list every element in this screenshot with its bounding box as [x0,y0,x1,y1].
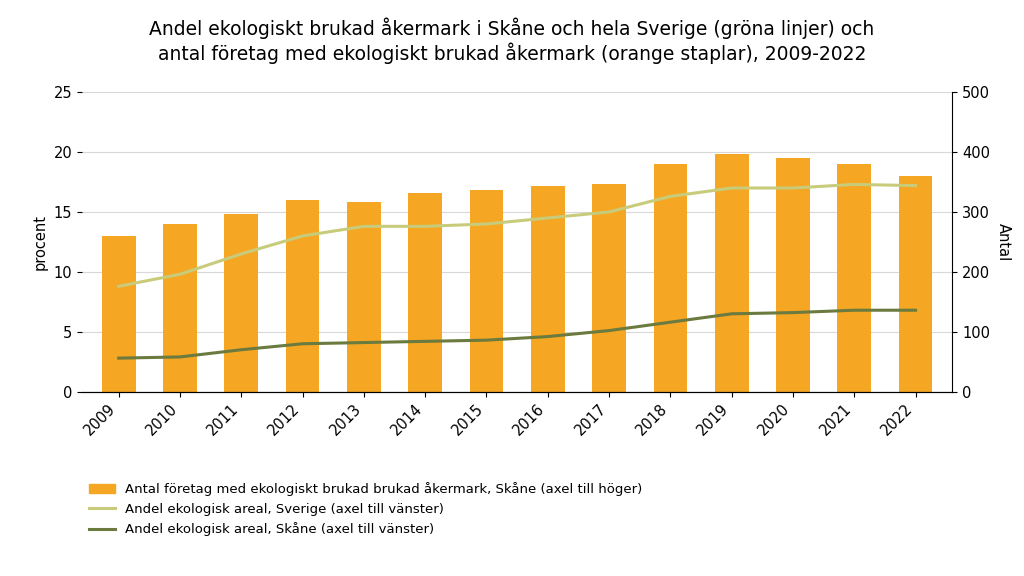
Bar [838,164,871,392]
Bar [347,202,381,392]
Bar [776,158,810,392]
Bar [653,164,687,392]
Bar [163,224,197,392]
Bar [715,154,749,392]
Text: Andel ekologiskt brukad åkermark i Skåne och hela Sverige (gröna linjer) och
ant: Andel ekologiskt brukad åkermark i Skåne… [150,17,874,64]
Bar [899,176,933,392]
Y-axis label: Antal: Antal [996,223,1011,261]
Legend: Antal företag med ekologiskt brukad brukad åkermark, Skåne (axel till höger), An: Antal företag med ekologiskt brukad bruk… [88,482,643,536]
Bar [286,200,319,392]
Bar [530,185,564,392]
Bar [224,214,258,392]
Bar [470,191,504,392]
Bar [592,184,626,392]
Bar [101,236,135,392]
Y-axis label: procent: procent [33,214,48,270]
Bar [409,193,442,392]
